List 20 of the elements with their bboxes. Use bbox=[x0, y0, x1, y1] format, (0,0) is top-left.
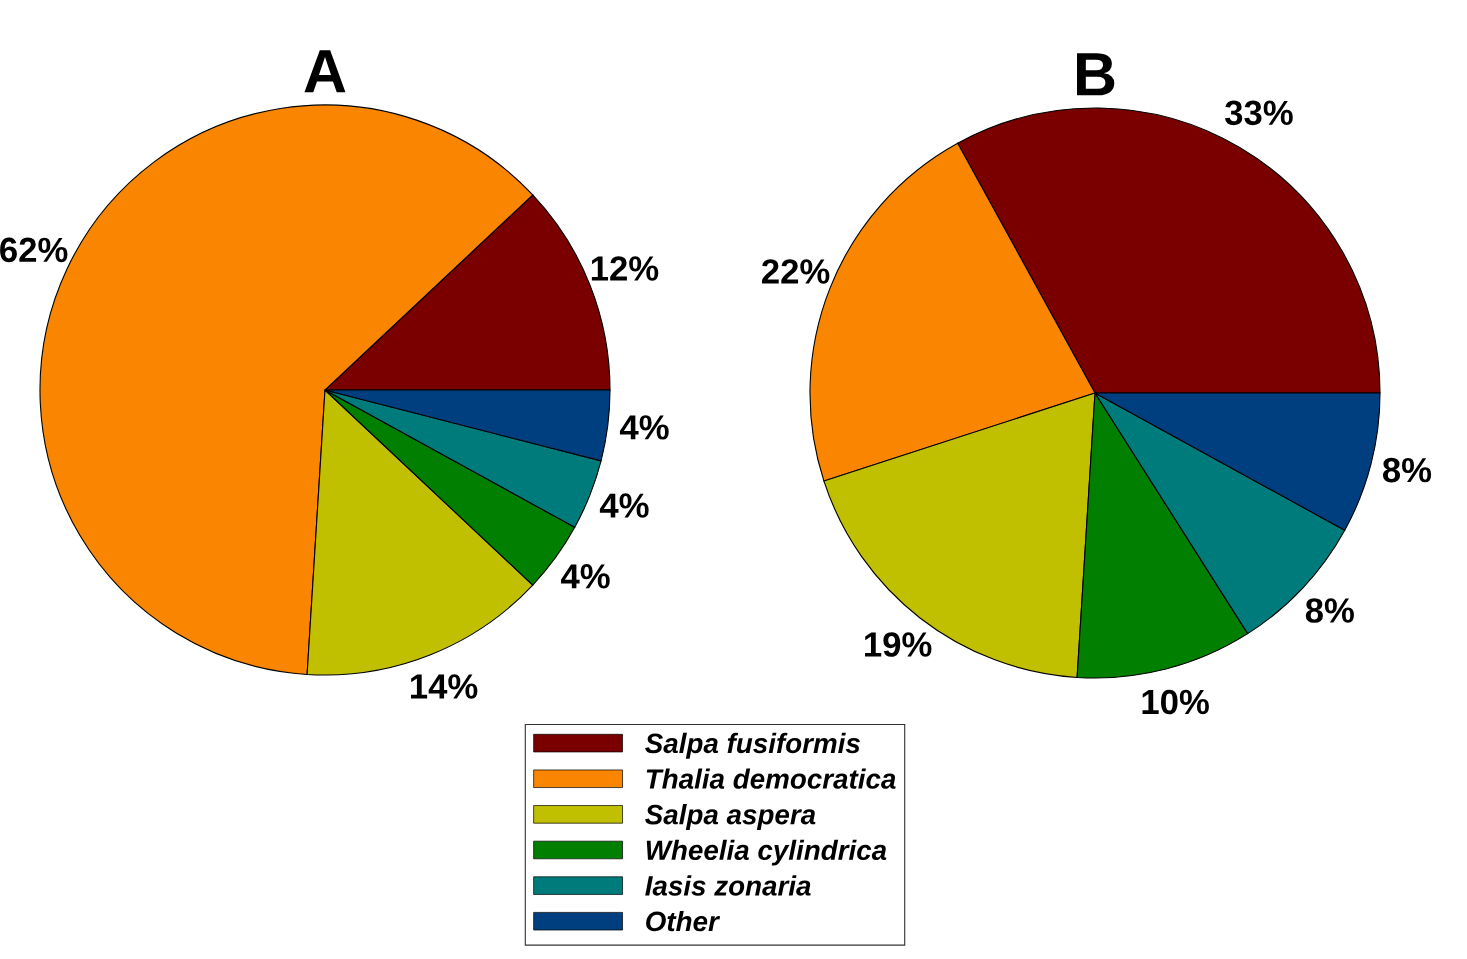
legend-label: Wheelia cylindrica bbox=[646, 839, 887, 866]
chart-title: A bbox=[304, 50, 346, 93]
data-label: 4% bbox=[560, 564, 610, 589]
data-label: 4% bbox=[599, 493, 649, 518]
data-label: 14% bbox=[410, 674, 478, 699]
data-label: 33% bbox=[1224, 100, 1293, 126]
data-label: 4% bbox=[619, 415, 669, 440]
legend-label: Salpa aspera bbox=[645, 804, 816, 830]
data-label: 62% bbox=[0, 237, 68, 263]
chart-title: B bbox=[1077, 53, 1115, 96]
data-label: 8% bbox=[1305, 598, 1354, 623]
legend-label: Iasis zonaria bbox=[645, 875, 811, 896]
data-label: 19% bbox=[865, 632, 932, 657]
data-label: 22% bbox=[762, 259, 830, 284]
legend-label: Salpa fusiformis bbox=[645, 732, 860, 759]
legend-label: Other bbox=[646, 910, 721, 932]
data-label: 8% bbox=[1382, 457, 1432, 483]
data-label: 10% bbox=[1142, 689, 1209, 715]
data-label: 12% bbox=[591, 256, 659, 281]
legend-label: Thalia democratica bbox=[646, 768, 896, 789]
